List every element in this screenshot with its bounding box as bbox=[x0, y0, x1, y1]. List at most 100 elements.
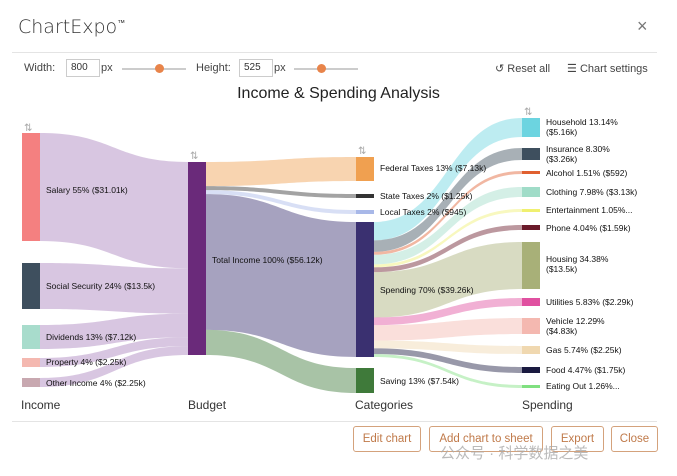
sankey-link bbox=[374, 318, 522, 341]
node-label: Salary 55% ($31.01k) bbox=[46, 185, 128, 195]
sort-icon[interactable]: ⇅ bbox=[190, 151, 198, 162]
height-slider[interactable] bbox=[294, 68, 358, 70]
column-label-income: Income bbox=[21, 398, 61, 412]
sort-icon[interactable]: ⇅ bbox=[24, 123, 32, 134]
sankey-link bbox=[40, 263, 188, 314]
width-slider[interactable] bbox=[122, 68, 186, 70]
sankey-node[interactable] bbox=[522, 225, 540, 230]
sort-icon[interactable]: ⇅ bbox=[524, 107, 532, 118]
sankey-link bbox=[374, 171, 522, 255]
column-label-budget: Budget bbox=[188, 398, 227, 412]
node-label: Phone 4.04% ($1.59k) bbox=[546, 223, 631, 233]
divider bbox=[12, 421, 657, 422]
node-label: Spending 70% ($39.26k) bbox=[380, 285, 474, 295]
sankey-link bbox=[40, 337, 188, 367]
width-label: Width: bbox=[24, 62, 56, 74]
node-label: Other Income 4% ($2.25k) bbox=[46, 378, 146, 388]
sankey-node[interactable] bbox=[522, 367, 540, 373]
sankey-node[interactable] bbox=[356, 210, 374, 214]
sankey-node[interactable] bbox=[22, 263, 40, 309]
node-label: Saving 13% ($7.54k) bbox=[380, 376, 459, 386]
sankey-link bbox=[374, 148, 522, 252]
sankey-link bbox=[374, 348, 522, 373]
node-label: Clothing 7.98% ($3.13k) bbox=[546, 187, 638, 197]
sankey-link bbox=[374, 242, 522, 318]
node-label: Property 4% ($2.25k) bbox=[46, 357, 127, 367]
sankey-link bbox=[40, 313, 188, 349]
sankey-link bbox=[374, 118, 522, 241]
export-button[interactable]: Export bbox=[551, 426, 604, 452]
reset-all-button[interactable]: ↺ Reset all bbox=[495, 63, 551, 75]
column-label-spending: Spending bbox=[522, 398, 573, 412]
height-label: Height: bbox=[196, 62, 231, 74]
node-label: Social Security 24% ($13.5k) bbox=[46, 281, 156, 291]
sankey-node[interactable] bbox=[356, 222, 374, 357]
sankey-link bbox=[40, 133, 188, 269]
sankey-node[interactable] bbox=[356, 194, 374, 198]
sankey-link bbox=[206, 329, 356, 393]
sankey-node[interactable] bbox=[522, 118, 540, 137]
sankey-link bbox=[40, 346, 188, 387]
edit-chart-button[interactable]: Edit chart bbox=[353, 426, 421, 452]
node-label: Dividends 13% ($7.12k) bbox=[46, 332, 137, 342]
sankey-link bbox=[206, 186, 356, 198]
sankey-node[interactable] bbox=[522, 318, 540, 334]
node-label: Local Taxes 2% ($945) bbox=[380, 207, 467, 217]
sankey-link bbox=[206, 157, 356, 187]
height-unit: px bbox=[274, 62, 286, 74]
close-icon[interactable]: × bbox=[637, 16, 648, 36]
column-label-categories: Categories bbox=[355, 398, 414, 412]
sankey-link bbox=[374, 209, 522, 268]
node-label: Federal Taxes 13% ($7.13k) bbox=[380, 163, 487, 173]
sankey-node[interactable] bbox=[22, 358, 40, 367]
app-title: ChartExpo™ bbox=[18, 16, 126, 38]
sankey-node[interactable] bbox=[522, 242, 540, 289]
node-label: State Taxes 2% ($1.25k) bbox=[380, 191, 473, 201]
sankey-link bbox=[206, 194, 356, 357]
sankey-link bbox=[374, 340, 522, 354]
node-label: Total Income 100% ($56.12k) bbox=[212, 255, 323, 265]
sankey-node[interactable] bbox=[522, 148, 540, 160]
sankey-node[interactable] bbox=[522, 171, 540, 174]
sankey-node[interactable] bbox=[22, 133, 40, 241]
height-input[interactable]: 525 bbox=[239, 59, 273, 77]
node-label: Insurance 8.30% ($3.26k) bbox=[546, 144, 610, 164]
node-label: Entertainment 1.05%... bbox=[546, 205, 633, 215]
width-unit: px bbox=[101, 62, 113, 74]
reset-icon: ↺ bbox=[495, 63, 505, 75]
close-button[interactable]: Close bbox=[611, 426, 658, 452]
sankey-node[interactable] bbox=[522, 346, 540, 354]
add-chart-to-sheet-button[interactable]: Add chart to sheet bbox=[429, 426, 543, 452]
chart-settings-button[interactable]: ☰ Chart settings bbox=[567, 63, 648, 75]
sankey-node[interactable] bbox=[356, 157, 374, 181]
sankey-node[interactable] bbox=[522, 187, 540, 197]
sankey-node[interactable] bbox=[522, 209, 540, 212]
sankey-node[interactable] bbox=[522, 385, 540, 388]
sankey-node[interactable] bbox=[22, 325, 40, 349]
node-label: Eating Out 1.26%... bbox=[546, 381, 620, 391]
node-label: Housing 34.38% ($13.5k) bbox=[546, 254, 609, 274]
sankey-link bbox=[374, 225, 522, 273]
sankey-node[interactable] bbox=[22, 378, 40, 387]
sort-icon[interactable]: ⇅ bbox=[358, 146, 366, 157]
watermark: 公众号 · 科学数据之美 bbox=[440, 445, 589, 462]
node-label: Utilities 5.83% ($2.29k) bbox=[546, 297, 634, 307]
sankey-node[interactable] bbox=[356, 368, 374, 393]
sliders-icon: ☰ bbox=[567, 63, 577, 75]
sankey-node[interactable] bbox=[188, 162, 206, 355]
node-label: Food 4.47% ($1.75k) bbox=[546, 365, 626, 375]
node-label: Gas 5.74% ($2.25k) bbox=[546, 345, 622, 355]
sankey-node[interactable] bbox=[522, 298, 540, 306]
divider bbox=[12, 52, 657, 53]
node-label: Vehicle 12.29% ($4.83k) bbox=[546, 316, 605, 336]
sankey-link bbox=[374, 298, 522, 326]
sankey-link bbox=[206, 190, 356, 214]
node-label: Alcohol 1.51% ($592) bbox=[546, 168, 628, 178]
height-slider-handle[interactable] bbox=[317, 64, 326, 73]
chart-title: Income & Spending Analysis bbox=[237, 85, 440, 102]
width-input[interactable]: 800 bbox=[66, 59, 100, 77]
node-label: Household 13.14% ($5.16k) bbox=[546, 117, 618, 137]
width-slider-handle[interactable] bbox=[155, 64, 164, 73]
sankey-link bbox=[374, 187, 522, 265]
